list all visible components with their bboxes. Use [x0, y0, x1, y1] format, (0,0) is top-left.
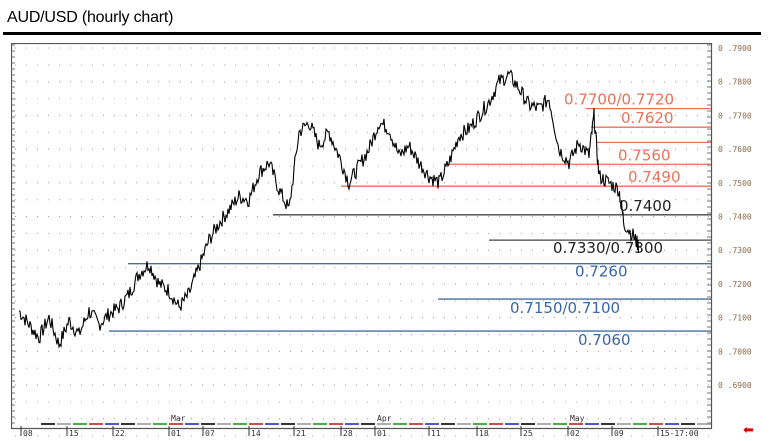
month-label: Apr [377, 414, 392, 423]
x-tick-label: 01 [377, 429, 387, 438]
level-label: 0.7700/0.7720 [564, 91, 674, 109]
y-tick-label: 0 .7700 [718, 111, 752, 120]
y-tick-label: 0 .7100 [718, 314, 752, 323]
x-tick-label: 07 [205, 429, 215, 438]
y-tick-label: 0 .7600 [718, 145, 752, 154]
x-tick-label: 28 [343, 429, 353, 438]
x-tick-label: 15-17:00 [660, 429, 699, 438]
level-label: 0.7260 [575, 263, 628, 281]
x-tick-label: 22 [115, 429, 125, 438]
level-label: 0.7150/0.7100 [510, 299, 620, 317]
y-tick-label: 0 .7000 [718, 347, 752, 356]
x-tick-label: 08 [23, 429, 33, 438]
y-tick-label: 0 .7400 [718, 213, 752, 222]
price-line [18, 69, 640, 349]
level-label: 0.7060 [578, 331, 631, 349]
x-tick-label: 15 [69, 429, 79, 438]
level-label: 0.7560 [618, 146, 671, 164]
y-tick-label: 0 .7500 [718, 179, 752, 188]
level-label: 0.7490 [628, 168, 681, 186]
y-tick-label: 0 .7300 [718, 246, 752, 255]
x-tick-label: 02 [570, 429, 580, 438]
plot-area [11, 43, 713, 430]
level-label: 0.7400 [619, 197, 672, 215]
y-tick-label: 0 .7800 [718, 78, 752, 87]
y-tick-label: 0 .7200 [718, 280, 752, 289]
level-label: 0.7330/0.7300 [553, 239, 663, 257]
month-label: May [570, 414, 585, 423]
x-tick-label: 21 [296, 429, 306, 438]
x-tick-label: 09 [614, 429, 624, 438]
x-tick-label: 11 [431, 429, 441, 438]
x-tick-label: 25 [523, 429, 533, 438]
price-chart: 0 .7900 0 .7800 0 .7700 0 .7600 0 .7500 0 .74… [11, 43, 752, 438]
y-tick-label: 0 .6900 [718, 381, 752, 390]
back-arrow-icon[interactable]: ⬅ [743, 422, 754, 437]
title-divider [3, 32, 761, 35]
y-tick-label: 0 .7900 [718, 44, 752, 53]
level-label: 0.7620 [621, 109, 674, 127]
chart-title: AUD/USD (hourly chart) [7, 9, 174, 26]
chart-canvas: 0 .7900 0 .7800 0 .7700 0 .7600 0 .7500 0 .74… [11, 43, 752, 438]
x-tick-label: 01 [171, 429, 181, 438]
x-tick-label: 18 [479, 429, 489, 438]
x-tick-label: 14 [251, 429, 261, 438]
month-label: Mar [171, 414, 186, 423]
